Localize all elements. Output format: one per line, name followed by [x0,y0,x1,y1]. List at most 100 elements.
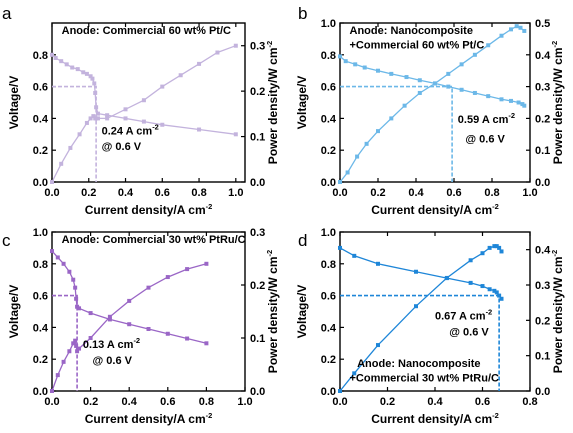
voltage-annotation: @ 0.6 V [93,355,133,367]
power-point [487,245,492,250]
power-point [459,62,464,67]
voltage-point [362,65,367,70]
plot-frame [51,22,246,183]
power-point [494,244,499,249]
voltage-point [468,280,473,285]
current-density-annotation-sup: -2 [133,336,140,345]
voltage-point [53,55,58,60]
current-density-annotation: 0.13 A cm-2 [83,336,140,351]
voltage-point [404,75,409,80]
power-point [338,180,342,184]
voltage-point [141,119,146,124]
power-point [50,180,54,184]
power-point [123,107,128,112]
y2-axis-title: Power density/W cm-2 [550,250,565,373]
power-point [127,298,132,303]
x-tick-label: 0.8 [191,187,206,199]
x-tick-label: 0.0 [332,187,347,199]
y2-tick-label: 0.2 [250,86,265,98]
voltage-point [75,67,80,72]
power-density-curve [51,45,237,183]
y2-axis-title: Power density/W cm-2 [265,250,280,373]
y2-tick-label: 0.4 [535,245,551,257]
voltage-point [494,290,499,295]
power-point [518,25,523,30]
x-axis-title: Current density/A cm-2 [371,202,499,217]
voltage-point [204,341,209,346]
power-point [88,336,93,340]
panel-title-line2: +Commercial 30 wt% PtRu/C [350,372,500,384]
power-point [414,304,418,309]
x-tick-label: 0.2 [370,187,385,199]
reference-line-0.6V [52,294,78,391]
y2-axis-title: Power density/W cm-2 [265,41,280,164]
voltage-point [417,78,422,83]
reference-line-0.6V [52,85,97,182]
x-tick-label: 0.4 [122,396,138,408]
power-point [185,267,190,272]
power-point [468,258,473,263]
power-density-curve [51,263,207,392]
y2-tick-label: 0.2 [250,280,265,292]
voltage-point [459,87,464,92]
power-point [499,33,504,38]
panel-a: 0.0 0.2 0.4 0.6 0.8 1.0 0.0 0.2 0.4 0.6 0.8 0.0 0.1 0… [7,22,280,217]
voltage-point [55,255,60,260]
voltage-point [499,97,504,102]
voltage-point [61,261,66,266]
power-point [402,103,407,108]
power-point [91,114,96,119]
power-point [77,132,82,137]
voltage-point [353,62,358,67]
y2-tick-label: 0.2 [535,113,550,125]
power-point [376,129,380,134]
power-point [61,359,66,364]
voltage-point [88,74,93,79]
voltage-point [146,326,151,331]
x-axis-title-main: Current density/A cm [371,203,492,217]
power-point [480,251,485,256]
y2-axis-title-sup: -2 [550,250,559,257]
voltage-curve [339,247,503,300]
x-tick-label: 0.4 [427,396,443,408]
power-point [433,81,437,86]
power-point [215,50,220,55]
y-axis-title: Voltage/V [295,285,309,339]
voltage-point [414,269,418,274]
panel-label-a: a [2,4,12,23]
y-tick-label: 0.6 [33,82,48,94]
y2-axis-title-main: Power density/W cm [551,256,565,373]
power-point [95,116,100,121]
y-tick-label: 0.2 [321,145,336,157]
current-density-annotation: 0.59 A cm-2 [458,111,515,126]
power-point [522,28,527,33]
x-tick-label: 0.6 [446,187,461,199]
power-point [71,341,76,346]
power-point [444,275,449,280]
voltage-point [197,127,202,132]
reference-line-0.6V [340,294,500,391]
panel-label-b: b [298,4,307,23]
y2-tick-label: 0.2 [535,315,550,327]
power-point [74,343,79,348]
y2-tick-label: 0.3 [250,227,265,239]
current-density-annotation: 0.24 A cm-2 [102,122,159,137]
power-point [352,371,357,376]
y-tick-label: 0.0 [33,177,48,189]
panel-label-c: c [2,231,11,250]
voltage-point [81,70,86,75]
power-point [67,349,72,354]
y2-tick-label: 0.4 [535,50,551,62]
x-tick-label: 0.8 [199,396,214,408]
power-point [197,61,202,66]
voltage-point [376,261,380,266]
x-axis-title-sup: -2 [206,411,213,420]
x-axis-title-main: Current density/A cm [85,412,206,426]
y-tick-label: 1.0 [33,227,48,239]
voltage-point [73,285,78,290]
y2-tick-label: 0.0 [535,386,550,398]
x-tick-label: 0.6 [160,396,175,408]
power-point [338,389,342,393]
power-point [376,343,380,348]
